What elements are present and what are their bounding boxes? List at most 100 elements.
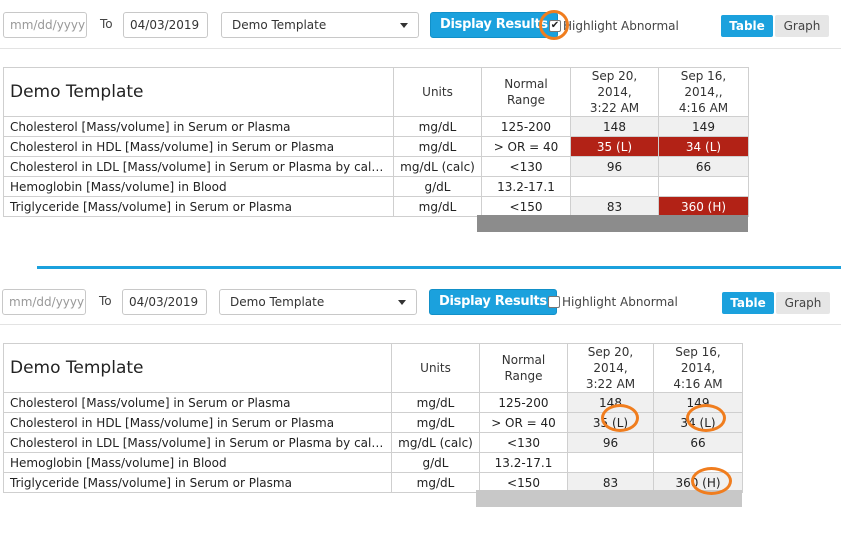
- highlight-abnormal-label: Highlight Abnormal: [563, 19, 679, 33]
- test-units: mg/dL: [393, 196, 482, 217]
- result-value: 83: [570, 196, 659, 217]
- results-panel-highlighted: mm/dd/yyyy To 04/03/2019 Demo Template D…: [0, 12, 841, 252]
- highlight-abnormal-toggle[interactable]: Highlight Abnormal: [548, 289, 678, 315]
- table-row[interactable]: Cholesterol [Mass/volume] in Serum or Pl…: [3, 116, 749, 137]
- tab-table[interactable]: Table: [722, 292, 774, 314]
- date-to-input[interactable]: 04/03/2019: [123, 12, 208, 38]
- test-units: mg/dL (calc): [391, 432, 480, 453]
- filter-toolbar: mm/dd/yyyy To 04/03/2019 Demo Template D…: [0, 289, 841, 323]
- date-header-time: 3:22 AM: [589, 101, 640, 115]
- table-row[interactable]: Triglyceride [Mass/volume] in Serum or P…: [3, 196, 749, 217]
- date-header-date: Sep 20, 2014,: [591, 69, 638, 99]
- date-header-date: Sep 20, 2014,: [587, 345, 634, 375]
- test-name: Cholesterol in HDL [Mass/volume] in Seru…: [3, 412, 392, 433]
- tab-graph[interactable]: Graph: [776, 292, 830, 314]
- tab-table[interactable]: Table: [721, 15, 773, 37]
- test-name: Cholesterol in LDL [Mass/volume] in Seru…: [3, 432, 392, 453]
- units-header: Units: [393, 67, 482, 117]
- test-name: Cholesterol in LDL [Mass/volume] in Seru…: [3, 156, 394, 177]
- chevron-down-icon: [398, 300, 406, 305]
- annotation-circle: [539, 10, 569, 40]
- table-header-row: Demo Template Units Normal Range Sep 20, …: [3, 67, 749, 117]
- test-name: Hemoglobin [Mass/volume] in Blood: [3, 452, 392, 473]
- to-label: To: [99, 294, 112, 308]
- display-results-button[interactable]: Display Results: [429, 289, 557, 315]
- annotation-ellipse: [601, 404, 639, 432]
- range-header-line1: Normal: [504, 77, 548, 91]
- table-row[interactable]: Hemoglobin [Mass/volume] in Blood g/dL 1…: [3, 176, 749, 197]
- test-range: 125-200: [479, 392, 568, 413]
- table-row[interactable]: Cholesterol in LDL [Mass/volume] in Seru…: [3, 156, 749, 177]
- horizontal-scrollbar[interactable]: [476, 490, 742, 507]
- test-range: <150: [481, 196, 571, 217]
- test-range: <130: [479, 432, 568, 453]
- horizontal-scrollbar[interactable]: [477, 215, 748, 232]
- template-select-value: Demo Template: [232, 18, 327, 32]
- annotation-ellipse: [686, 404, 726, 432]
- table-row[interactable]: Cholesterol [Mass/volume] in Serum or Pl…: [3, 392, 743, 413]
- tab-graph[interactable]: Graph: [775, 15, 829, 37]
- result-value-abnormal: 34 (L): [658, 136, 749, 157]
- normal-range-header: Normal Range: [479, 343, 568, 393]
- test-units: mg/dL (calc): [393, 156, 482, 177]
- test-units: g/dL: [391, 452, 480, 473]
- date-header-time: 4:16 AM: [673, 377, 723, 391]
- table-title: Demo Template: [3, 67, 394, 117]
- test-name: Triglyceride [Mass/volume] in Serum or P…: [3, 196, 394, 217]
- filter-toolbar: mm/dd/yyyy To 04/03/2019 Demo Template D…: [0, 12, 841, 46]
- test-units: mg/dL: [391, 412, 480, 433]
- toolbar-divider: [0, 48, 841, 49]
- table-row[interactable]: Hemoglobin [Mass/volume] in Blood g/dL 1…: [3, 452, 743, 473]
- annotation-ellipse: [691, 467, 732, 495]
- test-units: g/dL: [393, 176, 482, 197]
- test-range: 13.2-17.1: [481, 176, 571, 197]
- date-header-2: Sep 16, 2014,, 4:16 AM: [658, 67, 749, 117]
- template-select[interactable]: Demo Template: [219, 289, 417, 315]
- template-select-value: Demo Template: [230, 295, 325, 309]
- test-range: <130: [481, 156, 571, 177]
- date-to-input[interactable]: 04/03/2019: [122, 289, 207, 315]
- date-from-input[interactable]: mm/dd/yyyy: [2, 289, 86, 315]
- section-divider: [37, 266, 841, 269]
- result-value: [658, 176, 749, 197]
- result-value: [567, 452, 654, 473]
- date-from-input[interactable]: mm/dd/yyyy: [3, 12, 87, 38]
- result-value-abnormal: 35 (L): [570, 136, 659, 157]
- highlight-abnormal-label: Highlight Abnormal: [562, 295, 678, 309]
- template-select[interactable]: Demo Template: [221, 12, 419, 38]
- table-title: Demo Template: [3, 343, 392, 393]
- normal-range-header: Normal Range: [481, 67, 571, 117]
- chevron-down-icon: [400, 23, 408, 28]
- results-table: Demo Template Units Normal Range Sep 20, …: [3, 67, 749, 217]
- result-value: 66: [653, 432, 743, 453]
- result-value-abnormal: 360 (H): [658, 196, 749, 217]
- result-value: 149: [658, 116, 749, 137]
- results-table: Demo Template Units Normal Range Sep 20, …: [3, 343, 743, 493]
- date-header-time: 4:16 AM: [678, 101, 729, 115]
- test-name: Cholesterol [Mass/volume] in Serum or Pl…: [3, 392, 392, 413]
- test-range: > OR = 40: [481, 136, 571, 157]
- date-header-2: Sep 16, 2014, 4:16 AM: [653, 343, 743, 393]
- to-label: To: [100, 17, 113, 31]
- range-header-line1: Normal: [501, 353, 546, 367]
- test-range: 125-200: [481, 116, 571, 137]
- table-row[interactable]: Cholesterol in LDL [Mass/volume] in Seru…: [3, 432, 743, 453]
- table-row[interactable]: Cholesterol in HDL [Mass/volume] in Seru…: [3, 136, 749, 157]
- date-header-1: Sep 20, 2014, 3:22 AM: [567, 343, 654, 393]
- results-panel-plain: mm/dd/yyyy To 04/03/2019 Demo Template D…: [0, 289, 841, 529]
- test-units: mg/dL: [391, 472, 480, 493]
- date-header-1: Sep 20, 2014, 3:22 AM: [570, 67, 659, 117]
- date-header-time: 3:22 AM: [585, 377, 636, 391]
- result-value: [570, 176, 659, 197]
- test-name: Hemoglobin [Mass/volume] in Blood: [3, 176, 394, 197]
- display-results-button[interactable]: Display Results: [430, 12, 558, 38]
- range-header-line2: Range: [506, 93, 546, 107]
- date-header-date: Sep 16, 2014,,: [680, 69, 727, 99]
- toolbar-divider: [0, 324, 841, 325]
- test-name: Triglyceride [Mass/volume] in Serum or P…: [3, 472, 392, 493]
- highlight-abnormal-checkbox[interactable]: [548, 295, 560, 308]
- units-header: Units: [391, 343, 480, 393]
- test-units: mg/dL: [393, 116, 482, 137]
- date-header-date: Sep 16, 2014,: [675, 345, 721, 375]
- result-value: 66: [658, 156, 749, 177]
